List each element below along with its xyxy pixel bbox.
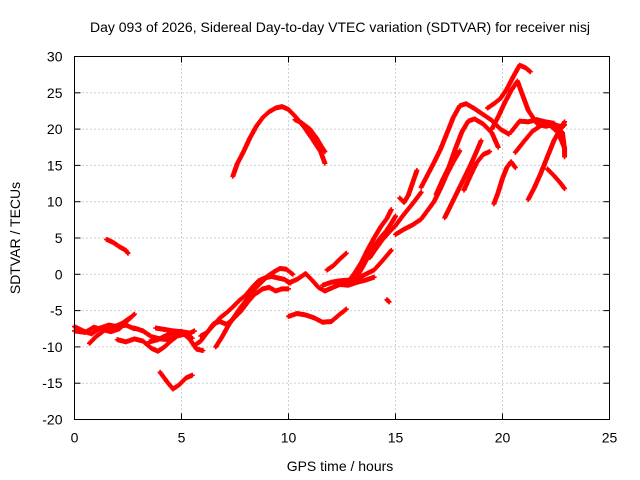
x-tick-label: 0 — [71, 430, 79, 446]
y-tick-label: 5 — [55, 230, 63, 246]
series-track-14 — [292, 117, 328, 155]
y-axis-label: SDTVAR / TECUs — [7, 182, 23, 294]
x-tick-label: 20 — [495, 430, 511, 446]
series-track-3 — [86, 315, 133, 346]
x-tick-label: 10 — [281, 430, 297, 446]
y-tick-label: 20 — [47, 121, 63, 137]
y-tick-label: 30 — [47, 49, 63, 65]
series-track-29 — [485, 62, 533, 111]
data-point-markers — [397, 167, 420, 205]
data-point-markers — [324, 250, 349, 273]
data-point-markers — [354, 213, 398, 279]
y-tick-label: 15 — [47, 157, 63, 173]
data-point-markers — [491, 159, 518, 207]
series-track-16 — [286, 271, 377, 294]
y-tick-label: 25 — [47, 85, 63, 101]
x-tick-label: 5 — [178, 430, 186, 446]
x-tick-label: 15 — [388, 430, 404, 446]
y-tick-label: -10 — [42, 339, 62, 355]
series-track-27 — [442, 138, 484, 221]
data-point-markers — [104, 236, 131, 256]
series-track-21 — [367, 189, 424, 261]
series-track-12 — [104, 236, 131, 256]
data-point-markers — [345, 207, 394, 285]
series-track-26 — [433, 116, 501, 197]
series-track-33 — [544, 166, 568, 192]
y-tick-label: 10 — [47, 194, 63, 210]
series-track-28 — [461, 149, 493, 193]
data-point-markers — [230, 104, 328, 179]
y-tick-label: -5 — [50, 303, 63, 319]
data-point-markers — [157, 369, 195, 392]
data-point-markers — [433, 116, 501, 197]
data-point-markers — [512, 122, 568, 160]
series-track-18 — [324, 250, 349, 273]
series-track-35 — [512, 122, 568, 160]
data-point-markers — [461, 149, 493, 193]
series-track-19 — [345, 207, 394, 285]
data-point-markers — [153, 325, 197, 336]
series-track-13 — [230, 104, 328, 179]
series-track-7 — [153, 325, 197, 336]
series-track-9 — [191, 284, 291, 348]
data-point-markers — [286, 271, 377, 294]
series-track-4 — [114, 333, 180, 354]
series-track-11 — [213, 265, 296, 350]
x-tick-label: 25 — [602, 430, 618, 446]
y-tick-label: -15 — [42, 375, 62, 391]
data-point-markers — [367, 189, 424, 261]
data-point-markers — [485, 62, 533, 111]
y-tick-label: -20 — [42, 412, 62, 428]
series-track-31 — [491, 159, 518, 207]
grid-layer — [74, 56, 610, 420]
series-track-20 — [354, 213, 398, 279]
data-layer — [72, 62, 568, 392]
series-track-23 — [384, 297, 392, 305]
data-point-markers — [86, 315, 133, 346]
data-point-markers — [418, 101, 512, 190]
series-track-25 — [418, 101, 512, 190]
tick-layer: 0 5 10 15 20 25 -20 -15 -10 -5 0 5 10 15 20 25 30 — [42, 49, 617, 446]
data-point-markers — [191, 284, 291, 348]
series-track-15 — [286, 306, 349, 325]
data-point-markers — [442, 138, 484, 221]
chart-title: Day 093 of 2026, Sidereal Day-to-day VTE… — [90, 19, 590, 35]
x-axis-label: GPS time / hours — [287, 458, 394, 474]
data-point-markers — [213, 265, 296, 350]
data-point-markers — [114, 333, 180, 354]
data-point-markers — [286, 306, 349, 325]
series-track-8 — [157, 369, 195, 392]
data-point-markers — [544, 166, 568, 192]
data-point-markers — [292, 117, 328, 155]
series-track-24 — [397, 167, 420, 205]
data-point-markers — [384, 297, 392, 305]
y-tick-label: 0 — [55, 266, 63, 282]
